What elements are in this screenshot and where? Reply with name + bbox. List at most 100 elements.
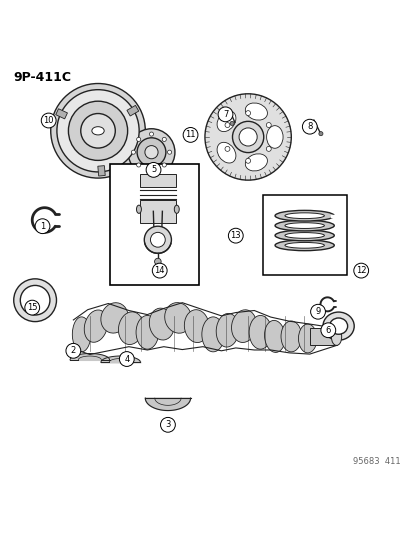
Text: 12: 12 bbox=[355, 266, 366, 275]
Circle shape bbox=[266, 123, 271, 127]
Ellipse shape bbox=[216, 313, 238, 347]
Bar bbox=[140, 174, 176, 187]
Circle shape bbox=[238, 128, 256, 146]
Circle shape bbox=[318, 132, 322, 136]
Bar bbox=[127, 106, 138, 116]
Text: 9P-411C: 9P-411C bbox=[14, 71, 71, 84]
Circle shape bbox=[41, 113, 56, 128]
Bar bbox=[110, 164, 198, 285]
Ellipse shape bbox=[231, 310, 256, 343]
Circle shape bbox=[14, 279, 56, 321]
Ellipse shape bbox=[164, 303, 191, 333]
Ellipse shape bbox=[322, 312, 354, 340]
Text: 15: 15 bbox=[27, 303, 38, 312]
Ellipse shape bbox=[330, 328, 341, 345]
Ellipse shape bbox=[284, 232, 324, 238]
Text: 1: 1 bbox=[40, 222, 45, 231]
Circle shape bbox=[136, 138, 140, 141]
Circle shape bbox=[149, 168, 153, 172]
Text: 7: 7 bbox=[222, 110, 228, 119]
Ellipse shape bbox=[174, 205, 179, 213]
Circle shape bbox=[144, 226, 171, 253]
Ellipse shape bbox=[329, 318, 347, 334]
Circle shape bbox=[204, 94, 291, 180]
Ellipse shape bbox=[72, 317, 90, 352]
Circle shape bbox=[137, 138, 166, 167]
Circle shape bbox=[218, 107, 233, 122]
Circle shape bbox=[154, 259, 161, 265]
Ellipse shape bbox=[249, 316, 271, 349]
Text: 8: 8 bbox=[306, 122, 312, 131]
Circle shape bbox=[145, 146, 158, 159]
Circle shape bbox=[353, 263, 368, 278]
Circle shape bbox=[183, 127, 197, 142]
Ellipse shape bbox=[136, 316, 158, 349]
Ellipse shape bbox=[118, 312, 143, 344]
Ellipse shape bbox=[274, 211, 333, 221]
Circle shape bbox=[119, 352, 134, 366]
Text: 14: 14 bbox=[154, 266, 164, 275]
Bar bbox=[97, 166, 105, 176]
Ellipse shape bbox=[274, 230, 333, 241]
Circle shape bbox=[245, 111, 250, 116]
Circle shape bbox=[266, 147, 271, 151]
Ellipse shape bbox=[202, 317, 224, 352]
Circle shape bbox=[81, 114, 115, 148]
Ellipse shape bbox=[149, 308, 174, 340]
Ellipse shape bbox=[92, 127, 104, 135]
Circle shape bbox=[228, 228, 242, 243]
Circle shape bbox=[149, 132, 153, 136]
Circle shape bbox=[146, 163, 161, 177]
Circle shape bbox=[301, 119, 316, 134]
Ellipse shape bbox=[136, 205, 141, 213]
Ellipse shape bbox=[298, 324, 316, 353]
Circle shape bbox=[224, 123, 229, 127]
Circle shape bbox=[320, 323, 335, 337]
Ellipse shape bbox=[284, 213, 324, 219]
Circle shape bbox=[162, 163, 166, 167]
Circle shape bbox=[224, 147, 229, 151]
Circle shape bbox=[57, 90, 139, 172]
Ellipse shape bbox=[216, 142, 235, 163]
Ellipse shape bbox=[101, 303, 128, 333]
Ellipse shape bbox=[284, 223, 324, 229]
Circle shape bbox=[162, 138, 166, 141]
Bar bbox=[262, 195, 346, 274]
Text: 6: 6 bbox=[325, 326, 330, 335]
Ellipse shape bbox=[216, 111, 235, 132]
Text: 2: 2 bbox=[71, 346, 76, 356]
Ellipse shape bbox=[264, 320, 285, 352]
Text: 3: 3 bbox=[165, 421, 170, 429]
Circle shape bbox=[20, 285, 50, 315]
Polygon shape bbox=[145, 398, 190, 410]
Text: 9: 9 bbox=[315, 307, 320, 316]
Circle shape bbox=[128, 129, 175, 175]
Text: 95683  411: 95683 411 bbox=[352, 457, 399, 466]
Bar bbox=[56, 109, 67, 119]
Circle shape bbox=[150, 232, 165, 247]
Text: 13: 13 bbox=[230, 231, 240, 240]
Ellipse shape bbox=[245, 154, 267, 171]
Ellipse shape bbox=[274, 220, 333, 231]
Circle shape bbox=[66, 343, 81, 358]
Circle shape bbox=[232, 122, 263, 152]
Text: 5: 5 bbox=[151, 165, 156, 174]
Circle shape bbox=[136, 163, 140, 167]
Ellipse shape bbox=[274, 240, 333, 251]
Ellipse shape bbox=[84, 310, 107, 342]
Circle shape bbox=[131, 150, 135, 154]
Text: 4: 4 bbox=[124, 354, 129, 364]
Circle shape bbox=[35, 219, 50, 233]
Circle shape bbox=[25, 300, 40, 315]
Text: 10: 10 bbox=[43, 116, 54, 125]
Ellipse shape bbox=[284, 243, 324, 248]
Circle shape bbox=[167, 150, 171, 154]
Circle shape bbox=[68, 101, 127, 160]
Ellipse shape bbox=[266, 126, 282, 148]
Ellipse shape bbox=[280, 321, 301, 352]
Ellipse shape bbox=[184, 310, 209, 343]
Circle shape bbox=[230, 122, 234, 125]
Circle shape bbox=[310, 304, 325, 319]
Circle shape bbox=[245, 158, 250, 163]
Ellipse shape bbox=[245, 103, 267, 120]
